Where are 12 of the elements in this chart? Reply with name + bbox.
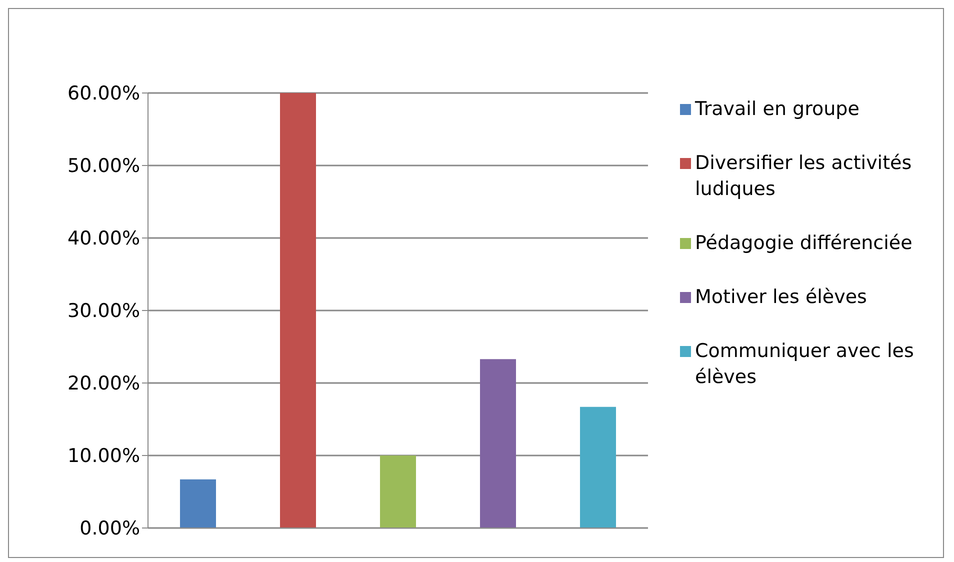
y-tick-label: 20.00% xyxy=(68,372,140,395)
legend-label: Travail en groupe xyxy=(695,97,860,122)
legend-label: Communiquer avec les élèves xyxy=(695,339,915,390)
y-tick-label: 40.00% xyxy=(68,228,140,250)
y-tick-label: 30.00% xyxy=(68,300,140,322)
legend-label: Diversifier les activités ludiques xyxy=(695,151,913,202)
y-tick-label: 0.00% xyxy=(80,518,140,540)
y-tick-label: 50.00% xyxy=(68,155,140,178)
y-tick-label: 10.00% xyxy=(68,445,140,468)
legend-label: Motiver les élèves xyxy=(695,285,867,310)
legend-label: Pédagogie différenciée xyxy=(695,231,912,256)
y-tick-label: 60.00% xyxy=(68,82,140,105)
